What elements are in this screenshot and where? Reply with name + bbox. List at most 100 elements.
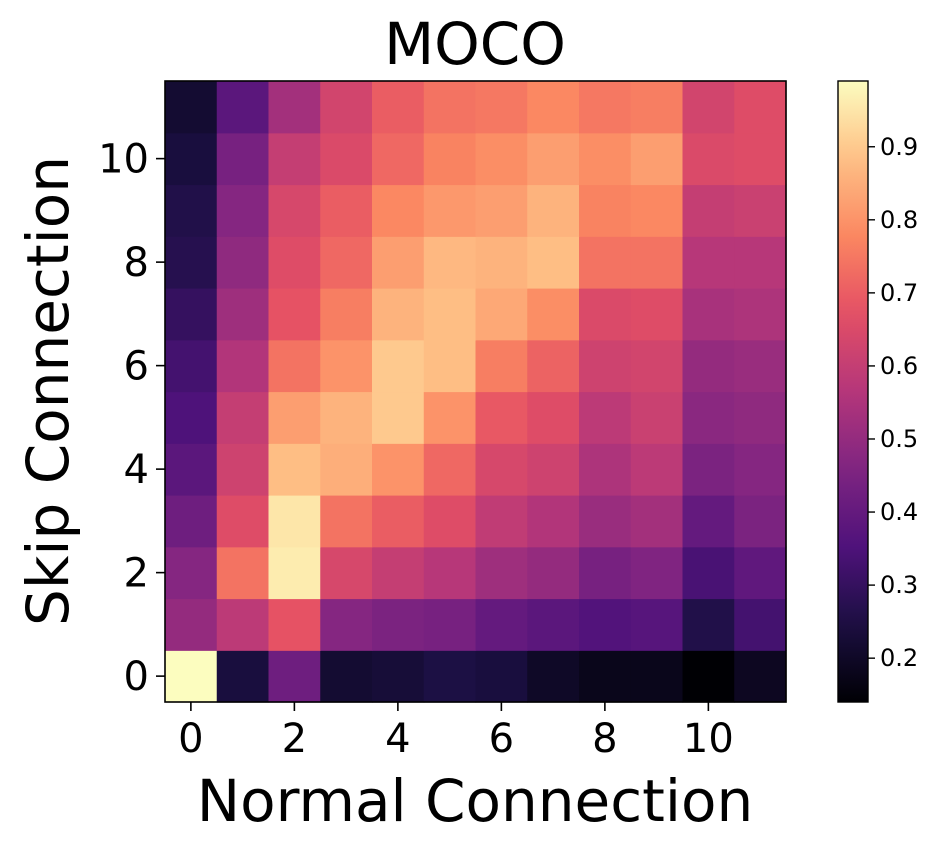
heatmap-cell [372,339,425,393]
heatmap-cell [579,339,632,393]
heatmap-cell [682,81,735,134]
heatmap-cell [320,236,373,289]
heatmap-cell [579,288,632,341]
y-tick-label: 6 [124,344,149,390]
x-axis-ticks: 0 2 4 6 8 10 [178,702,734,762]
heatmap-cell [320,495,373,548]
x-tick-label: 4 [385,716,410,762]
heatmap-cell [579,650,632,703]
heatmap-cell [579,546,632,600]
heatmap-cell [579,132,632,186]
heatmap-cell [372,443,425,496]
x-tick-label: 10 [683,716,734,762]
heatmap-cell [423,339,477,393]
heatmap-cell [165,650,218,703]
heatmap-cell [682,391,735,444]
heatmap-cell [527,81,580,134]
x-tick-label: 6 [489,716,514,762]
colorbar-ticks: 0.2 0.3 0.4 0.5 0.6 0.7 0.8 0.9 [868,133,918,672]
heatmap-cell [372,81,425,134]
heatmap-cell [165,132,218,186]
heatmap-cell [527,495,580,548]
heatmap-cell [734,184,787,237]
heatmap-cell [734,443,787,496]
heatmap-cell [320,288,373,341]
heatmap-cell [630,339,684,393]
heatmap-cell [527,546,580,600]
heatmap-cell [268,339,321,393]
heatmap-cell [579,184,632,237]
heatmap-cell [216,495,270,548]
heatmap-cell [734,546,787,600]
heatmap-cell [527,288,580,341]
heatmap-cell [682,495,735,548]
heatmap-cell [630,81,684,134]
heatmap-cell [423,391,477,444]
heatmap-cell [268,443,321,496]
heatmap-cell [423,443,477,496]
heatmap-cell [682,339,735,393]
heatmap-cell [216,288,270,341]
heatmap-cell [268,598,321,651]
heatmap-cell [268,546,321,600]
heatmap-cell [423,495,477,548]
heatmap-cell [734,132,787,186]
heatmap-cell [423,546,477,600]
y-axis-label: Skip Connection [14,156,82,626]
heatmap-cell [475,184,528,237]
heatmap-cell [268,184,321,237]
heatmap-cells [165,81,787,703]
heatmap-cell [165,184,218,237]
heatmap-cell [216,184,270,237]
heatmap-cell [475,391,528,444]
heatmap-cell [423,650,477,703]
heatmap-cell [320,81,373,134]
heatmap-cell [630,391,684,444]
heatmap-cell [320,650,373,703]
heatmap-cell [372,391,425,444]
heatmap-cell [216,81,270,134]
heatmap-cell [527,132,580,186]
heatmap-cell [527,443,580,496]
x-tick-label: 0 [178,716,203,762]
heatmap-cell [527,184,580,237]
y-tick-label: 2 [124,551,149,597]
colorbar-tick-label: 0.7 [880,279,918,307]
heatmap-cell [423,184,477,237]
heatmap-cell [475,546,528,600]
heatmap-cell [320,391,373,444]
heatmap-cell [165,288,218,341]
heatmap-cell [734,81,787,134]
colorbar-tick-label: 0.8 [880,206,918,234]
plot-frame [164,80,787,703]
heatmap-cell [682,598,735,651]
heatmap-cell [268,81,321,134]
heatmap-cell [734,495,787,548]
heatmap-cell [682,184,735,237]
colorbar-tick-label: 0.5 [880,425,918,453]
heatmap-cell [527,598,580,651]
heatmap-cell [734,236,787,289]
heatmap-cell [372,236,425,289]
heatmap-cell [165,598,218,651]
colorbar-tick-label: 0.6 [880,352,918,380]
heatmap-cell [475,598,528,651]
heatmap-cell [320,132,373,186]
heatmap-cell [372,650,425,703]
heatmap-cell [527,339,580,393]
heatmap-cell [165,236,218,289]
heatmap-cell [216,391,270,444]
heatmap-cell [630,598,684,651]
heatmap-cell [682,650,735,703]
heatmap-cell [165,546,218,600]
heatmap-cell [475,288,528,341]
heatmap-cell [268,132,321,186]
heatmap-cell [423,81,477,134]
heatmap-cell [682,546,735,600]
heatmap-cell [216,598,270,651]
heatmap-cell [320,443,373,496]
heatmap-cell [682,288,735,341]
heatmap-cell [527,236,580,289]
heatmap-cell [268,236,321,289]
heatmap-cell [423,132,477,186]
